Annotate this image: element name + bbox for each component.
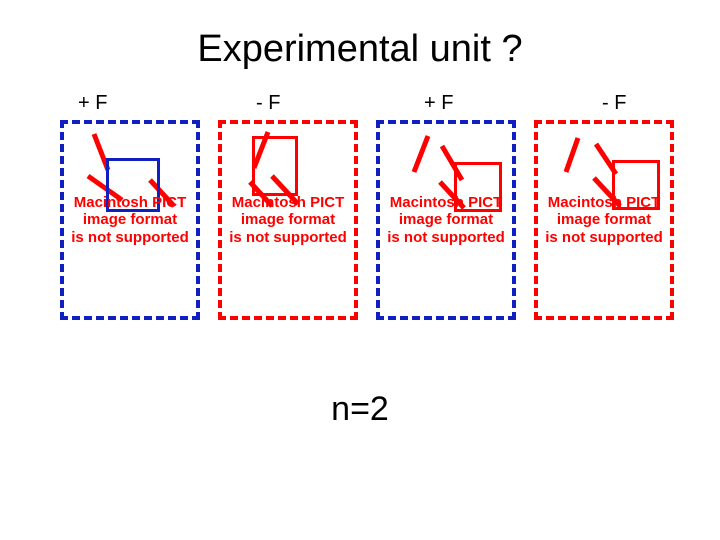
panel-row: + FMacintosh PICTimage formatis not supp… — [60, 120, 680, 320]
panel-box: Macintosh PICTimage formatis not support… — [534, 120, 674, 320]
panel-wrap: - FMacintosh PICTimage formatis not supp… — [534, 120, 674, 320]
panel-box: Macintosh PICTimage formatis not support… — [218, 120, 358, 320]
panel-wrap: - FMacintosh PICTimage formatis not supp… — [218, 120, 358, 320]
panel-box: Macintosh PICTimage formatis not support… — [60, 120, 200, 320]
panel-wrap: + FMacintosh PICTimage formatis not supp… — [376, 120, 516, 320]
panel-label: + F — [78, 92, 107, 115]
panel-wrap: + FMacintosh PICTimage formatis not supp… — [60, 120, 200, 320]
page-title: Experimental unit ? — [0, 28, 720, 71]
panel-label: + F — [424, 92, 453, 115]
sub-box — [252, 136, 298, 196]
n-equals-label: n=2 — [0, 390, 720, 429]
pict-error-text: Macintosh PICTimage formatis not support… — [222, 194, 354, 246]
pict-error-text: Macintosh PICTimage formatis not support… — [380, 194, 512, 246]
pict-error-text: Macintosh PICTimage formatis not support… — [538, 194, 670, 246]
panel-label: - F — [602, 92, 626, 115]
panel-box: Macintosh PICTimage formatis not support… — [376, 120, 516, 320]
pict-error-text: Macintosh PICTimage formatis not support… — [64, 194, 196, 246]
panel-label: - F — [256, 92, 280, 115]
